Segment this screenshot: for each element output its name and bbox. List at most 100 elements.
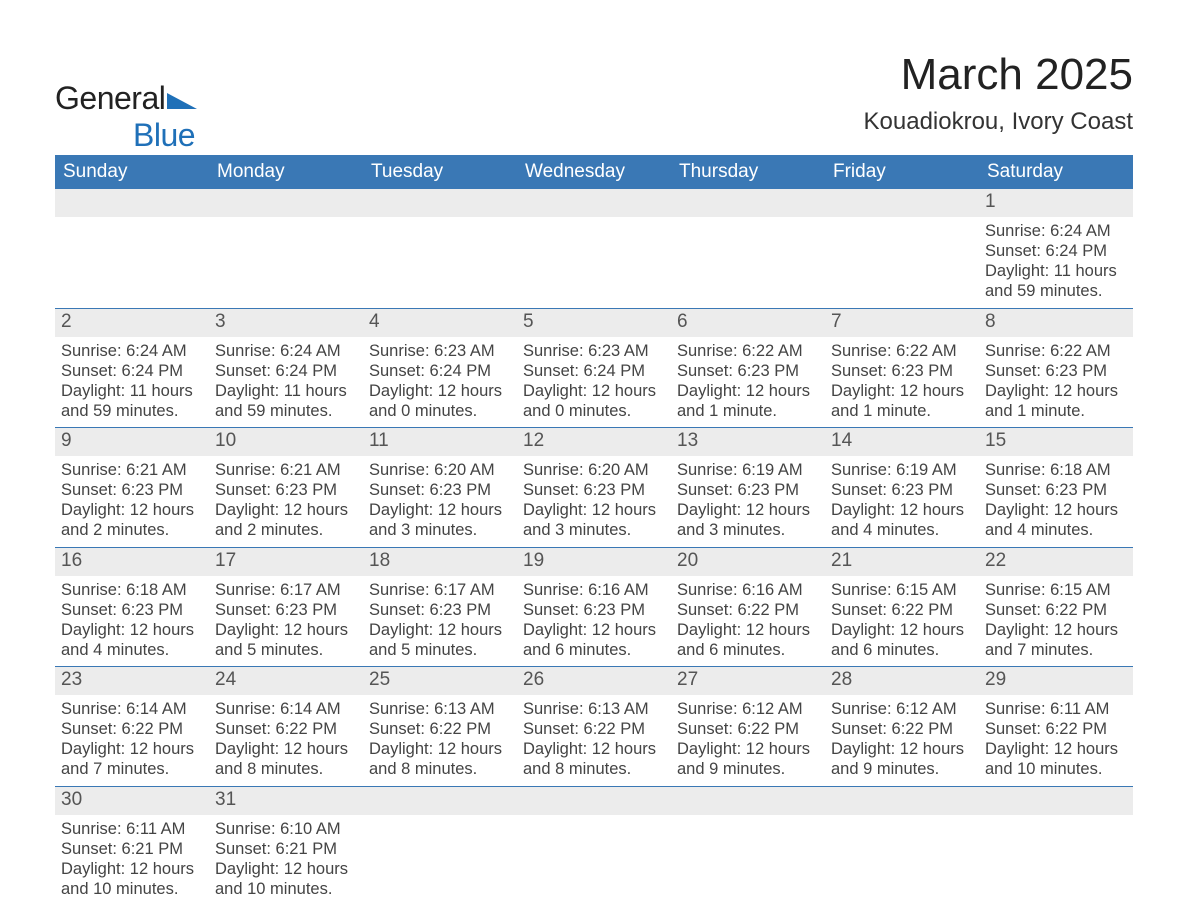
day-detail: Sunrise: 6:21 AMSunset: 6:23 PMDaylight:… bbox=[209, 456, 363, 547]
day-number: 16 bbox=[55, 547, 209, 576]
weekday-header: Wednesday bbox=[517, 155, 671, 189]
day-detail-line: and 3 minutes. bbox=[523, 520, 665, 540]
day-detail-line: Daylight: 12 hours bbox=[831, 620, 973, 640]
detail-row: Sunrise: 6:21 AMSunset: 6:23 PMDaylight:… bbox=[55, 456, 1133, 547]
daynum-row: 1 bbox=[55, 189, 1133, 217]
day-detail-line: Sunrise: 6:24 AM bbox=[215, 341, 357, 361]
day-number: 3 bbox=[209, 308, 363, 337]
day-detail-line: and 3 minutes. bbox=[677, 520, 819, 540]
day-detail-line: Sunrise: 6:24 AM bbox=[985, 221, 1127, 241]
day-detail-line: Daylight: 12 hours bbox=[523, 500, 665, 520]
day-detail-line: Sunrise: 6:13 AM bbox=[369, 699, 511, 719]
day-detail bbox=[55, 217, 209, 308]
day-detail-line: and 59 minutes. bbox=[985, 281, 1127, 301]
day-detail-line: Sunrise: 6:21 AM bbox=[61, 460, 203, 480]
day-detail: Sunrise: 6:24 AMSunset: 6:24 PMDaylight:… bbox=[209, 337, 363, 428]
day-detail-line: Sunset: 6:23 PM bbox=[677, 480, 819, 500]
day-number: 4 bbox=[363, 308, 517, 337]
day-detail bbox=[363, 217, 517, 308]
day-detail: Sunrise: 6:18 AMSunset: 6:23 PMDaylight:… bbox=[55, 576, 209, 667]
day-detail-line: Sunset: 6:24 PM bbox=[215, 361, 357, 381]
day-detail: Sunrise: 6:13 AMSunset: 6:22 PMDaylight:… bbox=[517, 695, 671, 786]
day-detail: Sunrise: 6:11 AMSunset: 6:22 PMDaylight:… bbox=[979, 695, 1133, 786]
day-detail-line: Sunset: 6:22 PM bbox=[523, 719, 665, 739]
day-detail-line: Sunrise: 6:12 AM bbox=[677, 699, 819, 719]
logo: General Blue bbox=[55, 80, 197, 154]
day-detail: Sunrise: 6:10 AMSunset: 6:21 PMDaylight:… bbox=[209, 815, 363, 906]
day-detail-line: Sunrise: 6:22 AM bbox=[831, 341, 973, 361]
day-detail-line: Sunset: 6:22 PM bbox=[677, 600, 819, 620]
page-title: March 2025 bbox=[864, 50, 1133, 100]
day-detail-line: and 8 minutes. bbox=[523, 759, 665, 779]
day-number: 13 bbox=[671, 428, 825, 457]
day-detail-line: Sunrise: 6:20 AM bbox=[523, 460, 665, 480]
day-detail-line: Sunset: 6:22 PM bbox=[831, 719, 973, 739]
day-detail-line: Daylight: 12 hours bbox=[677, 381, 819, 401]
day-detail bbox=[517, 815, 671, 906]
day-detail-line: Sunrise: 6:21 AM bbox=[215, 460, 357, 480]
day-detail-line: Sunset: 6:24 PM bbox=[369, 361, 511, 381]
detail-row: Sunrise: 6:24 AMSunset: 6:24 PMDaylight:… bbox=[55, 337, 1133, 428]
day-detail: Sunrise: 6:16 AMSunset: 6:22 PMDaylight:… bbox=[671, 576, 825, 667]
day-detail bbox=[979, 815, 1133, 906]
day-detail-line: Sunset: 6:22 PM bbox=[831, 600, 973, 620]
day-detail: Sunrise: 6:15 AMSunset: 6:22 PMDaylight:… bbox=[979, 576, 1133, 667]
day-number bbox=[671, 786, 825, 815]
day-detail-line: Sunrise: 6:13 AM bbox=[523, 699, 665, 719]
day-number: 26 bbox=[517, 667, 671, 696]
day-detail-line: Daylight: 11 hours bbox=[215, 381, 357, 401]
day-detail-line: Daylight: 12 hours bbox=[985, 500, 1127, 520]
day-detail: Sunrise: 6:20 AMSunset: 6:23 PMDaylight:… bbox=[363, 456, 517, 547]
day-number: 15 bbox=[979, 428, 1133, 457]
day-detail-line: Sunrise: 6:16 AM bbox=[677, 580, 819, 600]
weekday-header: Saturday bbox=[979, 155, 1133, 189]
day-detail-line: Sunrise: 6:18 AM bbox=[61, 580, 203, 600]
day-detail-line: and 5 minutes. bbox=[369, 640, 511, 660]
day-detail-line: and 7 minutes. bbox=[61, 759, 203, 779]
day-detail-line: and 0 minutes. bbox=[369, 401, 511, 421]
day-number: 1 bbox=[979, 189, 1133, 217]
day-detail-line: Sunset: 6:22 PM bbox=[677, 719, 819, 739]
detail-row: Sunrise: 6:14 AMSunset: 6:22 PMDaylight:… bbox=[55, 695, 1133, 786]
day-detail-line: and 8 minutes. bbox=[369, 759, 511, 779]
day-detail-line: Daylight: 12 hours bbox=[369, 739, 511, 759]
day-detail-line: Sunrise: 6:19 AM bbox=[831, 460, 973, 480]
detail-row: Sunrise: 6:11 AMSunset: 6:21 PMDaylight:… bbox=[55, 815, 1133, 906]
day-detail-line: and 8 minutes. bbox=[215, 759, 357, 779]
day-detail-line: Sunset: 6:23 PM bbox=[61, 480, 203, 500]
day-detail-line: Daylight: 12 hours bbox=[369, 500, 511, 520]
day-detail-line: Sunrise: 6:17 AM bbox=[215, 580, 357, 600]
day-detail bbox=[209, 217, 363, 308]
day-detail-line: Sunrise: 6:24 AM bbox=[61, 341, 203, 361]
day-detail-line: Sunrise: 6:15 AM bbox=[831, 580, 973, 600]
day-detail-line: Sunset: 6:23 PM bbox=[215, 600, 357, 620]
day-detail-line: Daylight: 12 hours bbox=[523, 381, 665, 401]
day-detail: Sunrise: 6:23 AMSunset: 6:24 PMDaylight:… bbox=[517, 337, 671, 428]
day-number: 14 bbox=[825, 428, 979, 457]
day-detail-line: and 2 minutes. bbox=[61, 520, 203, 540]
weekday-header: Sunday bbox=[55, 155, 209, 189]
day-number: 18 bbox=[363, 547, 517, 576]
daynum-row: 9101112131415 bbox=[55, 428, 1133, 457]
day-number: 27 bbox=[671, 667, 825, 696]
detail-row: Sunrise: 6:24 AMSunset: 6:24 PMDaylight:… bbox=[55, 217, 1133, 308]
day-detail-line: Sunset: 6:23 PM bbox=[369, 480, 511, 500]
day-detail-line: Sunset: 6:23 PM bbox=[831, 480, 973, 500]
day-detail-line: Sunset: 6:22 PM bbox=[369, 719, 511, 739]
day-detail: Sunrise: 6:20 AMSunset: 6:23 PMDaylight:… bbox=[517, 456, 671, 547]
day-detail-line: Sunrise: 6:23 AM bbox=[369, 341, 511, 361]
day-detail-line: and 59 minutes. bbox=[61, 401, 203, 421]
day-number: 28 bbox=[825, 667, 979, 696]
day-detail-line: and 59 minutes. bbox=[215, 401, 357, 421]
weekday-header: Thursday bbox=[671, 155, 825, 189]
day-detail-line: and 3 minutes. bbox=[369, 520, 511, 540]
day-detail-line: Sunrise: 6:18 AM bbox=[985, 460, 1127, 480]
day-detail-line: Sunset: 6:21 PM bbox=[61, 839, 203, 859]
day-detail-line: Sunset: 6:22 PM bbox=[985, 719, 1127, 739]
day-detail: Sunrise: 6:14 AMSunset: 6:22 PMDaylight:… bbox=[209, 695, 363, 786]
day-number: 21 bbox=[825, 547, 979, 576]
day-detail-line: Daylight: 12 hours bbox=[369, 620, 511, 640]
day-detail-line: Sunset: 6:22 PM bbox=[61, 719, 203, 739]
day-number bbox=[363, 786, 517, 815]
day-detail-line: and 4 minutes. bbox=[831, 520, 973, 540]
